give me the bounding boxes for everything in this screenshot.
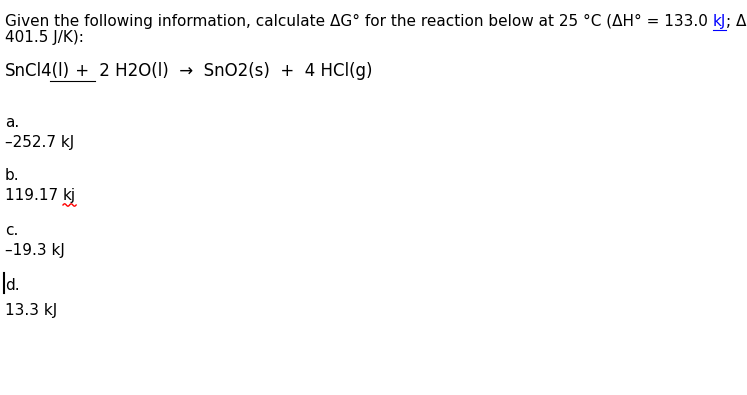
Text: –19.3 kJ: –19.3 kJ <box>5 243 65 258</box>
Text: 401.5 J/K):: 401.5 J/K): <box>5 30 84 45</box>
Text: SnCl4(l): SnCl4(l) <box>5 62 70 80</box>
Text: c.: c. <box>5 223 19 238</box>
Text: +: + <box>70 62 95 80</box>
Text: 119.17: 119.17 <box>5 188 63 203</box>
Text: kJ: kJ <box>713 14 726 29</box>
Text: ; ΔS° =: ; ΔS° = <box>726 14 747 29</box>
Text: –252.7 kJ: –252.7 kJ <box>5 135 74 150</box>
Text: d.: d. <box>5 278 19 293</box>
Text: a.: a. <box>5 115 19 130</box>
Text: Given the following information, calculate ΔG° for the reaction below at 25 °C (: Given the following information, calcula… <box>5 14 713 29</box>
Text: b.: b. <box>5 168 19 183</box>
Text: 13.3 kJ: 13.3 kJ <box>5 303 58 318</box>
Text: kj: kj <box>63 188 76 203</box>
Text: 2 H2O(l)  →  SnO2(s)  +  4 HCl(g): 2 H2O(l) → SnO2(s) + 4 HCl(g) <box>95 62 373 80</box>
